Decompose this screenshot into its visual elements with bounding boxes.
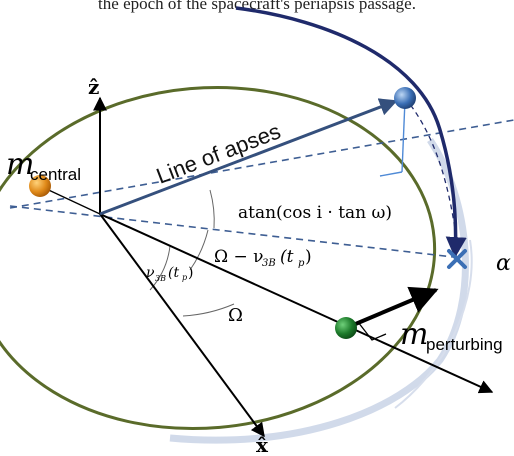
periapsis-marker <box>447 249 467 269</box>
nu-label: ν 3B (t p ) <box>146 265 193 283</box>
svg-text:(t: (t <box>280 247 294 267</box>
svg-text:p: p <box>298 258 305 269</box>
outer-orbit-light-2 <box>394 239 473 409</box>
svg-text:perturbing: perturbing <box>426 335 503 354</box>
dashed-line-node <box>9 205 463 259</box>
right-angle-mark <box>357 321 387 341</box>
arc-atan <box>209 189 215 229</box>
x-axis-line <box>99 213 265 438</box>
spacecraft-projection-foot <box>379 171 403 177</box>
central-mass-line <box>39 185 101 215</box>
capital-omega-label: Ω <box>228 305 243 326</box>
omega-minus-nu-label: Ω − ν 3B (t p ) <box>214 247 312 269</box>
svg-text:p: p <box>182 273 187 282</box>
svg-text:): ) <box>305 247 312 267</box>
caption-text: the epoch of the spacecraft's periapsis … <box>98 0 416 13</box>
perturbing-velocity-arrow <box>345 286 439 330</box>
svg-text:ν: ν <box>146 265 155 281</box>
outer-orbit-light <box>169 138 469 444</box>
x-axis-label: x̂ <box>256 433 269 456</box>
m-perturbing-label: m perturbing <box>400 317 503 354</box>
dashed-line-upper <box>9 119 514 209</box>
svg-text:central: central <box>30 165 81 184</box>
atan-label: atan(cos i · tan ω) <box>238 203 392 223</box>
reference-plane-ellipse <box>0 85 437 431</box>
line-of-apses-arrow <box>99 98 398 216</box>
node-axis-line <box>99 213 494 394</box>
z-axis-label: ẑ <box>88 75 99 99</box>
svg-text:): ) <box>188 265 193 281</box>
perturbing-mass-sphere <box>335 317 357 339</box>
spacecraft-orbit <box>235 6 467 259</box>
svg-text:m: m <box>400 317 428 352</box>
svg-text:(t: (t <box>168 265 179 281</box>
alpha-label: α <box>496 251 511 276</box>
arc-capital-omega <box>182 303 235 317</box>
arc-omega-minus-nu <box>189 229 209 271</box>
spacecraft-sphere <box>394 87 416 109</box>
svg-text:m: m <box>6 147 34 182</box>
svg-text:Ω − ν: Ω − ν <box>214 247 263 267</box>
svg-text:3B: 3B <box>262 258 276 269</box>
line-of-apses-label: Line of apses <box>153 118 284 188</box>
svg-text:3B: 3B <box>155 274 166 283</box>
central-mass-sphere <box>29 175 51 197</box>
arc-nu <box>149 245 171 291</box>
m-central-label: m central <box>6 147 81 184</box>
spacecraft-projection <box>401 99 406 173</box>
